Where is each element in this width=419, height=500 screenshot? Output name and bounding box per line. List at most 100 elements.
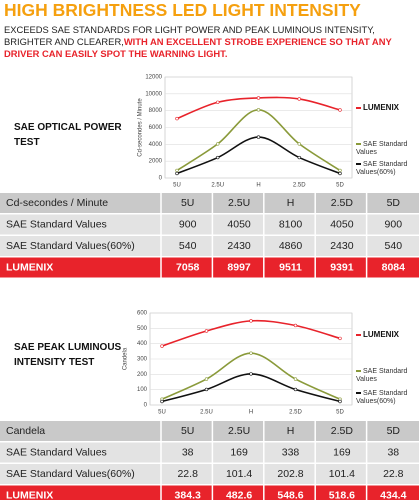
legend-label: SAE Standard Values xyxy=(356,368,408,383)
legend-entry: SAE Standard Values xyxy=(356,141,418,157)
point xyxy=(256,96,261,100)
point xyxy=(175,116,179,121)
chart-title: SAE PEAK LUMINOUS INTENSITY TEST xyxy=(14,342,122,368)
point xyxy=(338,108,342,112)
y-tick-label: 6000 xyxy=(149,125,163,131)
point xyxy=(160,344,164,348)
table-cell: 2430 xyxy=(330,240,354,252)
table-cell: 338 xyxy=(282,446,300,458)
table-cell: H xyxy=(287,425,295,437)
table-cell: 22.8 xyxy=(383,468,404,480)
y-tick-label: 12000 xyxy=(145,75,162,81)
point xyxy=(338,168,342,173)
legend-entry: SAE Standard Values(60%) xyxy=(356,390,418,406)
table-row xyxy=(0,442,419,463)
legend-entry: SAE Standard Values(60%) xyxy=(356,161,418,177)
y-tick-label: 10000 xyxy=(145,91,162,97)
x-tick-label: 2.5D xyxy=(289,410,302,416)
table-cell: 540 xyxy=(179,240,197,252)
point xyxy=(297,155,301,160)
x-tick-label: H xyxy=(256,183,260,189)
table-cell: 38 xyxy=(182,446,194,458)
y-tick-label: 2000 xyxy=(149,159,163,165)
y-tick-label: 500 xyxy=(137,326,148,332)
table-row xyxy=(0,421,419,441)
intro-highlight: WITH AN EXCELLENT STROBE EXPERIENCE SO T… xyxy=(4,36,392,59)
table-cell: 5D xyxy=(387,425,401,437)
table-cell: 5U xyxy=(181,425,194,437)
point xyxy=(249,372,253,376)
point xyxy=(293,387,298,392)
y-axis-label: Cd-secondes / Minute xyxy=(138,98,144,157)
intro-text: EXCEEDS SAE STANDARDS FOR LIGHT POWER AN… xyxy=(4,24,416,60)
legend-swatch xyxy=(356,392,361,395)
point xyxy=(175,171,179,176)
table-cell: 2.5U xyxy=(228,197,250,209)
point xyxy=(249,319,253,323)
y-tick-label: 600 xyxy=(137,311,148,317)
legend-entry: LUMENIX xyxy=(356,104,418,112)
x-tick-label: 2.5U xyxy=(200,410,213,416)
table-cell: 4050 xyxy=(227,218,251,230)
table-cell: 169 xyxy=(333,446,351,458)
point xyxy=(216,100,220,104)
table-cell: 540 xyxy=(385,240,403,252)
point xyxy=(204,387,209,392)
table-row xyxy=(0,485,419,500)
row-label: SAE Standard Values(60%) xyxy=(6,468,135,480)
table-row xyxy=(0,257,419,278)
table-cell: 2.5U xyxy=(228,425,250,437)
table-cell: H xyxy=(287,197,295,209)
table-cell: 169 xyxy=(230,446,248,458)
table-cell: 7058 xyxy=(176,261,200,273)
point xyxy=(297,97,301,101)
y-tick-label: 300 xyxy=(137,357,148,363)
table-cell: 548.6 xyxy=(277,489,303,500)
legend-swatch xyxy=(356,370,361,373)
point xyxy=(338,336,342,341)
table-cell: 4860 xyxy=(279,240,303,252)
intro: EXCEEDS SAE STANDARDS FOR LIGHT POWER AN… xyxy=(4,24,375,47)
table-cell: 5U xyxy=(181,197,194,209)
legend-label: SAE Standard Values xyxy=(356,141,408,156)
table-cell: 2.5D xyxy=(331,197,354,209)
point xyxy=(338,399,342,404)
x-tick-label: 5U xyxy=(173,183,181,189)
y-tick-label: 400 xyxy=(137,341,148,347)
table-cell: 900 xyxy=(385,218,403,230)
y-tick-label: 100 xyxy=(137,387,148,393)
table-cell: 9511 xyxy=(279,261,302,273)
row-label: LUMENIX xyxy=(6,261,53,273)
point xyxy=(204,377,209,381)
table-row xyxy=(0,464,419,484)
table-row xyxy=(0,193,419,213)
row-label: SAE Standard Values(60%) xyxy=(6,240,135,252)
legend-label: SAE Standard Values(60%) xyxy=(356,161,408,176)
legend-entry: LUMENIX xyxy=(356,331,418,339)
legend-label: LUMENIX xyxy=(363,330,399,339)
x-tick-label: 5D xyxy=(336,410,344,416)
table-cell: 9391 xyxy=(330,261,354,273)
point xyxy=(338,171,342,176)
table-cell: 8084 xyxy=(382,261,406,273)
point xyxy=(297,142,301,146)
point xyxy=(293,323,298,328)
table-cell: 2.5D xyxy=(331,425,354,437)
point xyxy=(160,399,164,404)
legend-label: SAE Standard Values(60%) xyxy=(356,390,408,405)
table-cell: 101.4 xyxy=(329,468,355,480)
row-label: SAE Standard Values xyxy=(6,446,107,458)
x-tick-label: 2.5U xyxy=(211,183,224,189)
point xyxy=(216,155,220,160)
table-cell: 8100 xyxy=(279,218,303,230)
y-tick-label: 200 xyxy=(137,372,148,378)
legend-swatch xyxy=(356,333,361,336)
x-tick-label: 5D xyxy=(336,183,344,189)
chart-title: SAE OPTICAL POWER TEST xyxy=(14,122,122,148)
point xyxy=(256,108,261,112)
x-tick-label: H xyxy=(249,410,253,416)
x-tick-label: 5U xyxy=(158,410,166,416)
table-cell: 4050 xyxy=(330,218,354,230)
table-cell: 38 xyxy=(387,446,399,458)
